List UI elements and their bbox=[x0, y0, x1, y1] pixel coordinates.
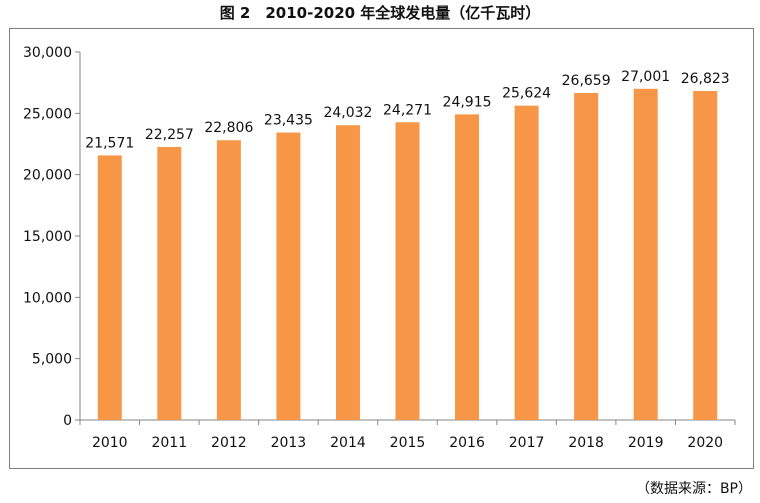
y-tick-label: 25,000 bbox=[23, 106, 72, 122]
bar-2018 bbox=[574, 92, 599, 420]
x-tick-label-2012: 2012 bbox=[211, 435, 247, 451]
bar-2017 bbox=[514, 105, 539, 421]
bar-2016 bbox=[455, 114, 480, 420]
data-label-2020: 26,823 bbox=[681, 71, 730, 87]
bar-2011 bbox=[157, 146, 182, 420]
data-label-2014: 24,032 bbox=[323, 105, 372, 121]
x-tick-label-2010: 2010 bbox=[92, 435, 128, 451]
data-label-2015: 24,271 bbox=[383, 102, 432, 118]
data-label-2013: 23,435 bbox=[264, 113, 313, 129]
bar-2010 bbox=[97, 155, 122, 420]
x-tick-label-2015: 2015 bbox=[390, 435, 426, 451]
data-label-2018: 26,659 bbox=[562, 73, 611, 89]
data-label-2011: 22,257 bbox=[145, 127, 194, 143]
y-axis: 0 5,000 10,000 15,000 20,000 25,000 30,000 bbox=[23, 45, 81, 429]
chart-frame bbox=[9, 28, 754, 469]
x-tick-label-2018: 2018 bbox=[568, 435, 604, 451]
y-tick-label: 20,000 bbox=[23, 168, 72, 184]
y-tick-label: 15,000 bbox=[23, 229, 72, 245]
data-label-2016: 24,915 bbox=[443, 94, 492, 110]
bar-2015 bbox=[395, 122, 420, 421]
data-label-2010: 21,571 bbox=[85, 135, 134, 151]
data-label-2019: 27,001 bbox=[621, 69, 670, 85]
x-tick-label-2017: 2017 bbox=[509, 435, 545, 451]
y-tick-label: 30,000 bbox=[23, 45, 72, 61]
bar-2019 bbox=[633, 88, 658, 421]
bar-2013 bbox=[276, 132, 301, 420]
y-tick-label: 5,000 bbox=[32, 352, 72, 368]
x-tick-label-2019: 2019 bbox=[628, 435, 664, 451]
data-source-note: （数据来源：BP） bbox=[635, 481, 752, 497]
bar-2014 bbox=[335, 125, 360, 421]
bar-series bbox=[97, 88, 718, 421]
y-tick-label: 0 bbox=[63, 413, 72, 429]
bar-2020 bbox=[693, 90, 718, 421]
x-tick-label-2014: 2014 bbox=[330, 435, 366, 451]
data-labels: 21,571 22,257 22,806 23,435 24,032 24,271 24,9… bbox=[85, 69, 729, 152]
x-axis: 2010 2011 2012 2013 2014 2015 2016 2017 2018 2019… bbox=[79, 419, 736, 451]
data-label-2012: 22,806 bbox=[204, 120, 253, 136]
chart-title: 图 2 2010-2020 年全球发电量（亿千瓦时） bbox=[219, 4, 541, 22]
x-tick-label-2013: 2013 bbox=[271, 435, 307, 451]
bar-2012 bbox=[216, 140, 241, 420]
x-tick-label-2011: 2011 bbox=[151, 435, 187, 451]
x-tick-label-2020: 2020 bbox=[687, 435, 723, 451]
data-label-2017: 25,624 bbox=[502, 86, 551, 102]
x-tick-label-2016: 2016 bbox=[449, 435, 485, 451]
y-tick-label: 10,000 bbox=[23, 290, 72, 306]
